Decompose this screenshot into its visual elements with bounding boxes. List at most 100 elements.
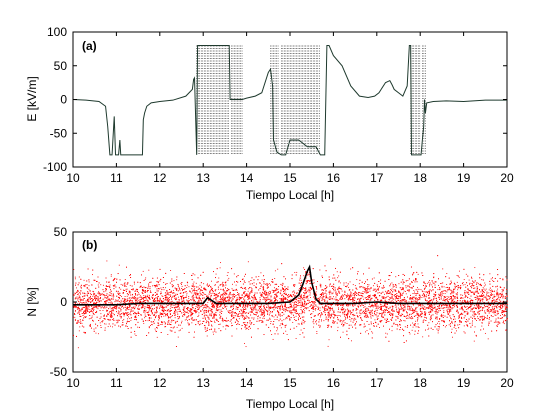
scatter-point xyxy=(210,289,212,291)
scatter-point xyxy=(464,291,465,293)
scatter-point xyxy=(107,296,109,298)
scatter-point xyxy=(431,305,433,307)
scatter-point xyxy=(310,304,312,306)
scatter-point xyxy=(115,306,117,308)
scatter-point xyxy=(231,311,233,313)
x-tick-label-a-3: 13 xyxy=(197,171,211,185)
scatter-point xyxy=(426,294,427,296)
scatter-point xyxy=(250,324,252,326)
scatter-point xyxy=(409,283,411,285)
scatter-point xyxy=(147,314,149,316)
scatter-point xyxy=(173,280,175,282)
scatter-point xyxy=(258,276,260,277)
scatter-point xyxy=(170,270,172,271)
scatter-point xyxy=(477,316,478,318)
scatter-point xyxy=(399,301,401,303)
scatter-point xyxy=(338,275,340,277)
scatter-point xyxy=(129,308,131,310)
scatter-point xyxy=(244,293,246,295)
scatter-point xyxy=(152,307,153,309)
scatter-point xyxy=(143,311,145,313)
scatter-point xyxy=(443,310,445,312)
scatter-point xyxy=(354,297,356,299)
scatter-point xyxy=(170,298,172,300)
scatter-point xyxy=(214,290,216,292)
scatter-point xyxy=(247,304,249,306)
scatter-point xyxy=(494,305,496,307)
scatter-point xyxy=(210,296,212,298)
scatter-point xyxy=(408,301,410,303)
scatter-point xyxy=(170,321,172,323)
scatter-point xyxy=(163,300,164,302)
scatter-point xyxy=(366,300,368,302)
scatter-point xyxy=(343,307,345,309)
scatter-point xyxy=(304,310,306,312)
scatter-point xyxy=(446,299,448,301)
scatter-point xyxy=(144,315,146,317)
scatter-point xyxy=(392,310,394,312)
scatter-point xyxy=(205,289,207,291)
scatter-point xyxy=(375,322,377,324)
scatter-point xyxy=(139,300,141,302)
scatter-point xyxy=(225,296,227,298)
scatter-point xyxy=(129,300,131,302)
scatter-point xyxy=(428,292,430,294)
scatter-point xyxy=(449,306,451,308)
scatter-point xyxy=(271,334,273,335)
scatter-point xyxy=(451,336,453,338)
scatter-point xyxy=(84,307,85,308)
scatter-point xyxy=(378,312,380,314)
scatter-point xyxy=(497,288,499,290)
scatter-point xyxy=(80,302,82,303)
scatter-point xyxy=(267,285,268,287)
scatter-point xyxy=(220,305,222,307)
scatter-point xyxy=(152,304,154,306)
scatter-point xyxy=(477,287,479,289)
scatter-point xyxy=(295,315,297,317)
scatter-point xyxy=(493,299,495,301)
scatter-point xyxy=(493,321,495,323)
scatter-point xyxy=(422,307,424,309)
scatter-point xyxy=(199,305,201,307)
scatter-point xyxy=(219,323,221,325)
scatter-point xyxy=(97,284,99,286)
scatter-point xyxy=(485,284,486,286)
scatter-point xyxy=(437,307,439,309)
scatter-point xyxy=(384,310,386,312)
scatter-point xyxy=(442,268,444,270)
scatter-point xyxy=(82,307,84,309)
scatter-point xyxy=(281,295,282,297)
scatter-point xyxy=(397,304,399,306)
scatter-point xyxy=(330,314,331,316)
scatter-point xyxy=(253,284,255,286)
scatter-point xyxy=(375,289,377,291)
scatter-point xyxy=(391,282,393,284)
scatter-point xyxy=(258,282,260,284)
y-tick-label-a-2: 0 xyxy=(60,93,67,107)
scatter-point xyxy=(494,296,496,298)
scatter-point xyxy=(217,300,219,302)
scatter-point xyxy=(418,327,420,328)
scatter-point xyxy=(326,309,328,311)
scatter-point xyxy=(206,335,208,337)
scatter-point xyxy=(222,308,224,309)
scatter-point xyxy=(268,290,270,292)
scatter-point xyxy=(366,315,368,317)
scatter-point xyxy=(212,331,214,333)
scatter-point xyxy=(373,277,375,279)
scatter-point xyxy=(104,327,106,329)
scatter-point xyxy=(396,310,398,312)
scatter-point xyxy=(108,312,110,314)
scatter-point xyxy=(273,287,275,289)
scatter-point xyxy=(294,309,296,311)
scatter-point xyxy=(80,298,82,300)
scatter-point xyxy=(211,314,212,316)
scatter-point xyxy=(490,278,492,280)
scatter-point xyxy=(365,331,366,333)
scatter-point xyxy=(357,294,359,296)
scatter-point xyxy=(459,304,461,306)
scatter-point xyxy=(479,295,481,297)
scatter-point xyxy=(298,288,300,290)
scatter-point xyxy=(429,304,431,306)
scatter-point xyxy=(75,297,77,299)
